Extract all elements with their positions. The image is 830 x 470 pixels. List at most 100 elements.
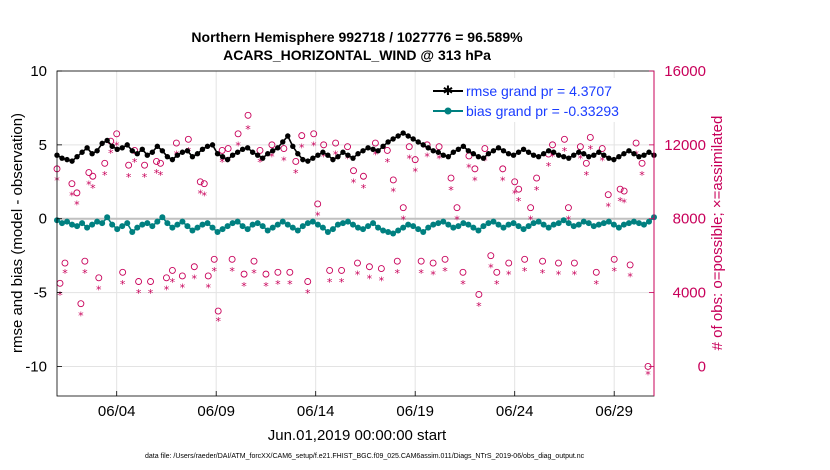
rmse-point [576,149,582,155]
bias-point [199,221,206,228]
rmse-point [405,133,411,139]
bias-point [505,221,512,228]
bias-point [319,224,326,231]
rmse-point [340,149,346,155]
rmse-point [631,151,637,157]
bias-point [480,223,487,230]
rmse-point [445,153,452,160]
rmse-point [360,148,366,154]
y-tick-label-left: -5 [34,285,47,302]
bias-point [239,223,246,230]
bias-point [420,229,427,236]
bias-point [189,227,196,234]
bias-point [640,221,647,228]
assimilated-obs-point: * [424,151,430,164]
assimilated-obs-point: * [562,145,568,158]
rmse-point [375,148,381,154]
rmse-point [159,148,166,154]
possible-obs-point [141,161,149,169]
axis-ticks: 06/04 06/09 06/14 06/19 06/24 06/29 10 5 0 -5 -10 1… [25,63,706,420]
bias-point [525,223,532,230]
assimilated-obs-point: * [235,139,241,152]
assimilated-obs-point: * [211,265,217,278]
rmse-point [194,151,201,157]
bias-point [430,221,437,228]
assimilated-obs-point: * [466,162,472,175]
bias-point [124,220,131,227]
rmse-point [74,153,80,160]
bias-point [445,221,452,228]
assimilated-obs-point: * [219,156,225,169]
rmse-point [415,139,421,145]
rmse-point [134,151,140,157]
rmse-point [270,148,276,154]
assimilated-obs-point: * [534,184,540,197]
bias-point [299,223,306,230]
assimilated-obs-point: * [578,152,584,165]
rmse-point [79,149,85,155]
assimilated-obs-point: * [476,300,482,313]
rmse-point [99,140,105,147]
assimilated-obs-point: * [327,276,333,289]
rmse-point [300,156,306,163]
possible-obs-point [586,134,594,141]
possible-obs-point [61,259,69,267]
assimilated-obs-point: * [257,156,263,169]
possible-obs-point [298,132,306,140]
rmse-point [204,143,211,150]
rmse-point [254,152,261,158]
assimilated-obs-point: * [90,182,96,195]
possible-obs-point [268,141,276,149]
rmse-point [545,148,552,154]
assimilated-obs-point: * [540,267,546,280]
bias-point [194,224,201,231]
rmse-point [320,149,326,155]
possible-obs-point [274,268,282,276]
bias-point [635,220,642,227]
rmse-point [611,156,617,163]
bias-point [259,223,266,230]
assimilated-obs-point: * [355,269,361,282]
rmse-point [475,153,482,160]
assimilated-obs-point: * [74,199,80,212]
possible-obs-point [610,255,618,263]
rmse-point [174,152,181,158]
bias-point [314,221,321,228]
rmse-point [315,152,321,158]
bias-point [249,221,256,228]
rmse-point [124,142,130,148]
assimilated-obs-point: * [321,151,327,164]
assimilated-obs-point: * [379,274,385,287]
assimilated-obs-point: * [556,269,562,282]
assimilated-obs-point: * [516,195,522,208]
assimilated-obs-point: * [102,169,108,182]
bias-point [490,218,497,225]
assimilated-obs-point: * [198,187,204,200]
possible-obs-point [314,200,322,208]
possible-obs-point [527,204,535,212]
rmse-point [410,136,416,142]
assimilated-obs-point: * [611,265,617,278]
rmse-point [525,149,532,155]
rmse-point [370,146,376,152]
bias-point [460,220,467,227]
assimilated-obs-point: * [229,265,235,278]
rmse-point [510,152,517,158]
bias-point [510,220,517,227]
rmse-point [465,148,472,154]
legend-label-rmse: rmse grand pr = 4.3707 [466,83,612,99]
possible-obs-point [125,161,133,169]
rmse-point [646,149,652,155]
bias-point [329,226,336,233]
rmse-point [490,148,497,154]
possible-obs-point [505,259,513,267]
bias-point [405,221,412,228]
rmse-point [395,133,401,139]
possible-obs-point [172,139,180,147]
bias-point [585,220,592,227]
y-axis-label-left: rmse and bias (model - observation) [9,113,26,353]
possible-obs-point [576,143,584,151]
possible-obs-point [292,158,300,165]
legend-box [427,78,652,122]
possible-obs-point [453,204,461,212]
